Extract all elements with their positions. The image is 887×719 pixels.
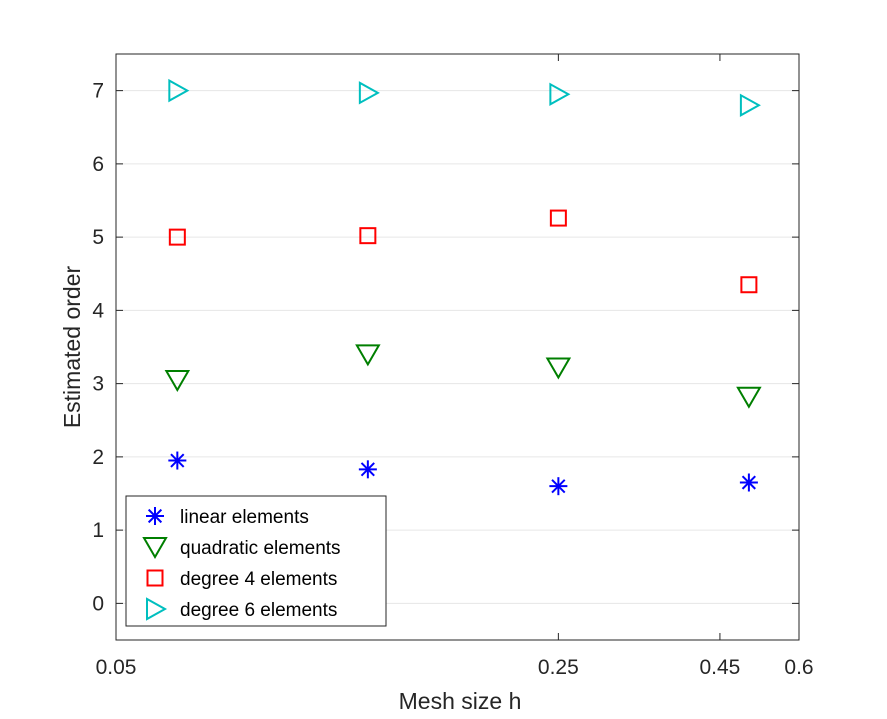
x-tick-label: 0.45 [699,656,740,679]
x-axis-label: Mesh size h [399,688,522,714]
plot-area [115,53,800,641]
legend-marker-triangle-down [142,537,168,559]
triangle-shape [355,344,381,367]
y-tick-label: 5 [92,226,104,249]
legend-label: degree 4 elements [180,569,337,590]
asterisk-stroke [147,508,163,524]
data-point-triangle-down [545,357,572,380]
square-shape [740,276,758,294]
triangle-shape [736,386,762,409]
asterisk-stroke [551,479,566,494]
triangle-shape [358,81,380,105]
triangle-shape [146,597,168,621]
legend-marker-square [146,569,164,587]
data-point-triangle-right [739,93,761,117]
square-shape [168,228,186,246]
data-point-triangle-right [168,78,190,103]
legend-marker-triangle-right [146,597,168,621]
data-point-triangle-down [736,386,762,409]
data-point-square [168,228,186,246]
data-point-asterisk [549,477,568,496]
x-tick-label: 0.05 [96,656,137,679]
y-tick-label: 4 [92,299,104,322]
data-point-triangle-down [355,344,381,367]
triangle-shape [164,369,191,392]
y-tick-label: 3 [92,373,104,396]
data-points [164,78,762,496]
legend-marker-asterisk [146,507,164,525]
asterisk-stroke [741,475,756,490]
x-tick-label: 0.25 [538,656,579,679]
data-point-square [740,276,758,294]
square-shape [359,227,377,245]
square-shape [146,569,164,587]
legend-label: linear elements [180,507,309,528]
triangle-shape [545,357,572,380]
legend: linear elements quadratic elements degree … [125,495,387,627]
legend-label: quadratic elements [180,538,341,559]
y-tick-label: 6 [92,153,104,176]
y-tick-label: 2 [92,446,104,469]
data-point-square [359,227,377,245]
y-tick-label: 0 [92,592,104,615]
asterisk-stroke [170,453,185,468]
data-point-triangle-down [164,369,191,392]
data-point-asterisk [358,460,377,479]
data-point-triangle-right [358,81,380,105]
y-tick-label: 1 [92,519,104,542]
triangle-shape [142,537,168,559]
triangle-shape [739,93,761,117]
axis-ticks: 0 1 2 3 4 5 6 7 0.05 0.25 0.45 0.6 [92,54,814,679]
triangle-shape [549,82,571,106]
y-tick-label: 7 [92,80,104,103]
data-point-asterisk [739,473,758,492]
data-point-asterisk [168,451,187,470]
triangle-shape [168,78,190,103]
legend-box [125,495,387,627]
data-point-square [549,209,567,227]
y-axis-label: Estimated order [59,265,85,428]
square-shape [549,209,567,227]
legend-label: degree 6 elements [180,600,337,621]
asterisk-stroke [360,462,375,477]
data-point-triangle-right [549,82,571,106]
x-tick-label: 0.6 [784,656,813,679]
